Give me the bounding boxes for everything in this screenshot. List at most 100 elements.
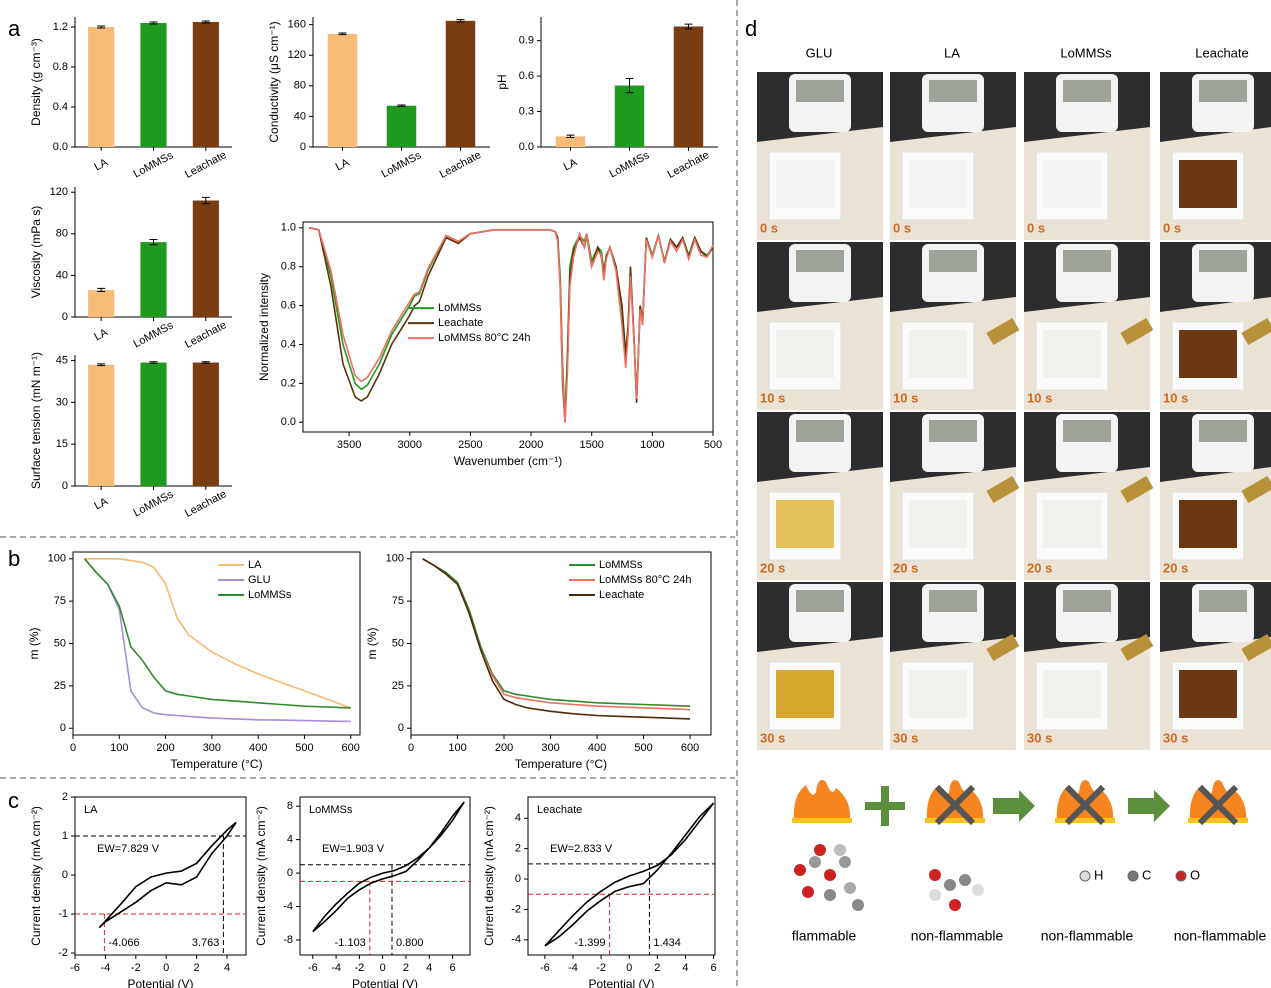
y-axis-label: Viscosity (mPa s) <box>29 206 43 298</box>
time-label: 30 s <box>893 730 918 745</box>
y-tick-label: 40 <box>56 269 68 281</box>
y-axis-label: Current density (mA cm⁻²) <box>482 806 496 946</box>
bar <box>555 136 586 147</box>
x-tick-label: 200 <box>156 742 174 754</box>
x-tick-label: 0 <box>70 742 76 754</box>
x-tick-label: 1500 <box>579 439 603 451</box>
y-tick-label: 100 <box>48 553 66 565</box>
legend-label: Leachate <box>599 589 644 601</box>
x-tick-label: -6 <box>540 962 550 974</box>
y-tick-label: -1 <box>58 908 68 920</box>
x-tick-label: LA <box>92 495 110 512</box>
marker-label: 1.434 <box>653 937 681 949</box>
y-tick-label: 0.0 <box>281 416 296 428</box>
error-bar <box>684 23 693 30</box>
torch <box>1120 475 1154 504</box>
x-tick-label: 1000 <box>640 439 664 451</box>
data-line <box>84 558 351 709</box>
x-tick-label: -6 <box>70 962 80 974</box>
y-tick-label: 0.0 <box>53 141 68 153</box>
bar <box>445 20 476 147</box>
y-axis-label: Surface tension (mN m⁻¹) <box>29 352 43 489</box>
dish-content <box>1043 330 1101 378</box>
error-bar <box>456 19 465 23</box>
timer-screen <box>929 80 977 102</box>
y-tick-label: 75 <box>392 595 404 607</box>
y-tick-label: 0.6 <box>281 300 296 312</box>
y-tick-label: 80 <box>294 80 306 92</box>
column-header: Leachate <box>1195 45 1249 60</box>
x-tick-label: LA <box>92 156 110 173</box>
y-tick-label: 1.0 <box>281 222 296 234</box>
atom <box>814 844 826 856</box>
x-tick-label: 500 <box>634 742 652 754</box>
time-label: 0 s <box>893 220 911 235</box>
legend-label: LoMMSs 80°C 24h <box>438 332 530 344</box>
x-tick-label: 300 <box>203 742 221 754</box>
atom <box>839 856 851 868</box>
y-tick-label: 15 <box>56 438 68 450</box>
y-tick-label: 2 <box>62 791 68 803</box>
marker-label: -4.066 <box>108 937 139 949</box>
x-tick-label: Leachate <box>438 149 484 181</box>
timer-screen <box>796 250 844 272</box>
error-bar <box>201 196 210 205</box>
column-header: LA <box>944 45 960 60</box>
torch <box>986 475 1020 504</box>
dish-content <box>1179 500 1237 548</box>
timer-screen <box>1199 250 1247 272</box>
torch <box>1120 633 1154 662</box>
arrow <box>993 790 1035 822</box>
cross <box>1064 784 1106 826</box>
data-line <box>422 558 691 720</box>
atom <box>824 889 836 901</box>
cross <box>934 784 976 826</box>
plot-frame <box>72 551 361 736</box>
bar <box>88 27 115 147</box>
data-line <box>544 802 715 947</box>
error-bar <box>397 104 406 107</box>
error-bar <box>97 363 106 367</box>
bar <box>192 22 219 147</box>
bar <box>386 105 417 147</box>
legend-label: LA <box>248 559 262 571</box>
marker-label: 0.800 <box>396 937 424 949</box>
y-axis-label: Normalized intensity <box>257 273 271 381</box>
flame-base <box>1055 818 1115 823</box>
dish-content <box>1043 500 1101 548</box>
y-tick-label: 0.8 <box>281 261 296 273</box>
y-tick-label: 120 <box>50 186 68 198</box>
y-tick-label: 0 <box>62 311 68 323</box>
atom <box>959 874 971 886</box>
y-tick-label: 0 <box>287 867 293 879</box>
flammability-label: non-flammable <box>911 928 1004 944</box>
atom-label: O <box>1190 867 1200 882</box>
torch <box>1241 317 1271 346</box>
legend-label: LoMMSs <box>248 589 292 601</box>
atom <box>844 882 856 894</box>
time-label: 0 s <box>760 220 778 235</box>
x-tick-label: -2 <box>354 962 364 974</box>
y-tick-label: 0.3 <box>519 105 534 117</box>
x-axis-label: Wavenumber (cm⁻¹) <box>454 454 563 468</box>
y-tick-label: 0.2 <box>281 377 296 389</box>
x-tick-label: 4 <box>682 962 688 974</box>
marker-label: -1.399 <box>574 937 605 949</box>
flame-base <box>925 818 985 823</box>
error-bar <box>97 287 106 293</box>
error-bar <box>338 32 347 36</box>
bar <box>140 23 167 147</box>
atom <box>809 856 821 868</box>
annotation: EW=1.903 V <box>322 843 385 855</box>
y-axis-label: Density (g cm⁻³) <box>29 38 43 126</box>
legend-label: GLU <box>248 574 271 586</box>
x-tick-label: 3500 <box>337 439 361 451</box>
y-tick-label: -8 <box>283 934 293 946</box>
y-tick-label: 4 <box>515 812 521 824</box>
timer-screen <box>796 80 844 102</box>
timer-screen <box>929 590 977 612</box>
x-tick-label: Leachate <box>183 488 229 520</box>
dish-content <box>909 160 967 208</box>
y-axis-label: Current density (mA cm⁻²) <box>29 806 43 946</box>
y-tick-label: 40 <box>294 110 306 122</box>
